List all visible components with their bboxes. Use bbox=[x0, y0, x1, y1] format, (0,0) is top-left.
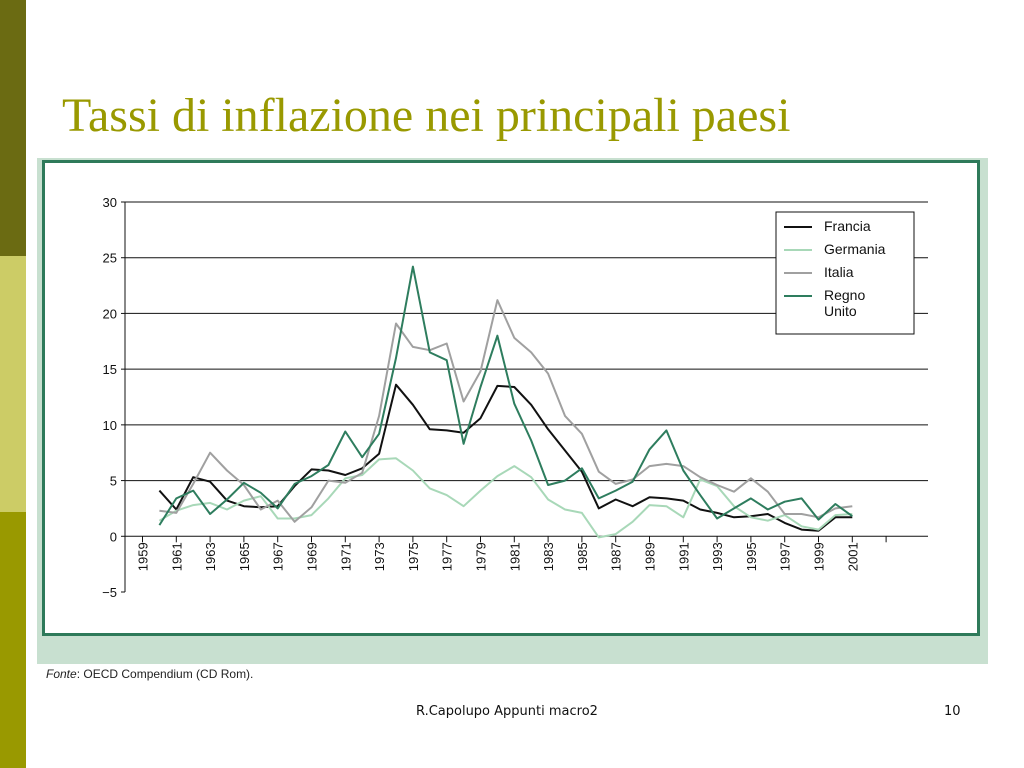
x-tick-label: 1981 bbox=[507, 542, 522, 571]
y-tick-label: −5 bbox=[102, 585, 117, 600]
x-tick-label: 1995 bbox=[744, 542, 759, 571]
series-line-germania bbox=[158, 457, 853, 539]
x-tick-label: 1989 bbox=[643, 542, 658, 571]
legend-label: Germania bbox=[824, 241, 886, 257]
legend-label: Francia bbox=[824, 218, 871, 234]
sidebar-accent-top bbox=[0, 0, 26, 256]
chart-frame bbox=[42, 160, 980, 636]
x-tick-label: 1961 bbox=[169, 542, 184, 571]
y-tick-label: 5 bbox=[110, 474, 117, 489]
x-tick-label: 1977 bbox=[440, 542, 455, 571]
source-label: Fonte bbox=[46, 667, 77, 681]
y-tick-label: 0 bbox=[110, 529, 117, 544]
x-tick-label: 1967 bbox=[271, 542, 286, 571]
x-tick-label: 1959 bbox=[136, 542, 151, 571]
legend-label: Unito bbox=[824, 303, 857, 319]
x-tick-label: 1985 bbox=[575, 542, 590, 571]
legend-label: Italia bbox=[824, 264, 854, 280]
x-tick-label: 1973 bbox=[372, 542, 387, 571]
source-text: : OECD Compendium (CD Rom). bbox=[76, 667, 254, 681]
sidebar-accent-middle bbox=[0, 256, 26, 512]
x-tick-label: 1963 bbox=[203, 542, 218, 571]
legend-label: Regno bbox=[824, 287, 865, 303]
x-tick-label: 2001 bbox=[845, 542, 860, 571]
y-tick-label: 30 bbox=[103, 195, 117, 210]
page-number: 10 bbox=[944, 704, 961, 719]
slide-title: Tassi di inflazione nei principali paesi bbox=[62, 89, 791, 142]
x-tick-label: 1987 bbox=[609, 542, 624, 571]
x-tick-label: 1983 bbox=[541, 542, 556, 571]
x-tick-label: 1979 bbox=[474, 542, 489, 571]
source-note: Fonte: OECD Compendium (CD Rom). bbox=[46, 667, 253, 681]
series-line-italia bbox=[159, 299, 853, 523]
x-tick-label: 1999 bbox=[812, 542, 827, 571]
series-line-regno-unito bbox=[158, 265, 853, 526]
x-tick-label: 1971 bbox=[338, 542, 353, 571]
x-tick-label: 1969 bbox=[305, 542, 320, 571]
x-tick-label: 1997 bbox=[778, 542, 793, 571]
x-tick-label: 1965 bbox=[237, 542, 252, 571]
x-tick-label: 1975 bbox=[406, 542, 421, 571]
sidebar-accent-bottom bbox=[0, 512, 26, 768]
x-tick-label: 1991 bbox=[676, 542, 691, 571]
footer-text: R.Capolupo Appunti macro2 bbox=[416, 704, 598, 719]
y-tick-label: 25 bbox=[103, 251, 117, 266]
y-tick-label: 10 bbox=[103, 418, 117, 433]
y-tick-label: 15 bbox=[103, 362, 117, 377]
y-tick-label: 20 bbox=[103, 306, 117, 321]
x-tick-label: 1993 bbox=[710, 542, 725, 571]
